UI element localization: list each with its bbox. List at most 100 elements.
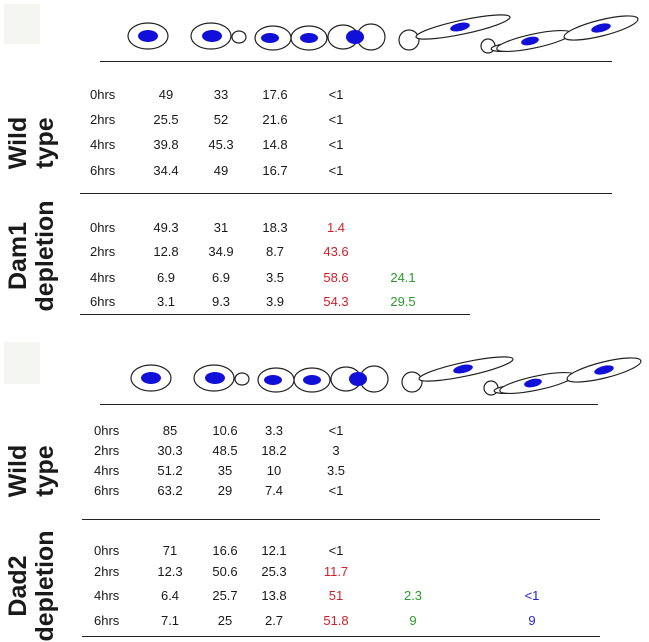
percent-cell: 3.5 (326, 463, 346, 478)
time-label: 4hrs (94, 588, 120, 603)
percent-cell: 12.3 (157, 564, 183, 579)
panel-corner-shade (4, 342, 40, 384)
group-label-line2: type (31, 117, 59, 169)
percent-cell: 48.5 (212, 443, 238, 458)
percent-cell: 3.1 (156, 294, 176, 309)
cell-cycle-diagram (130, 356, 642, 396)
group-label-line2: depletion (31, 530, 59, 642)
nucleus (453, 364, 473, 374)
percent-cell: 18.3 (262, 220, 288, 235)
time-label: 6hrs (94, 613, 120, 628)
percent-cell: 21.6 (262, 112, 288, 127)
percent-cell: <1 (328, 87, 344, 102)
group-divider (82, 519, 600, 520)
group-divider (80, 314, 470, 315)
group-label-line2: depletion (31, 200, 59, 312)
percent-cell: 3 (332, 443, 340, 458)
percent-cell: <1 (328, 163, 344, 178)
nucleus (138, 30, 158, 42)
percent-cell: <1 (328, 483, 344, 498)
nucleus (141, 372, 161, 384)
time-label: 0hrs (90, 220, 116, 235)
cell-small (401, 371, 423, 393)
time-label: 0hrs (94, 543, 120, 558)
percent-cell: 30.3 (157, 443, 183, 458)
percent-cell: 16.7 (262, 163, 288, 178)
time-label: 4hrs (90, 270, 116, 285)
group-label-line1: Wild (4, 444, 32, 498)
percent-cell: 16.6 (212, 543, 238, 558)
percent-cell: 51.2 (157, 463, 183, 478)
percent-cell: 25.5 (153, 112, 179, 127)
percent-cell: 8.7 (265, 244, 285, 259)
percent-cell: 3.9 (265, 294, 285, 309)
panel-corner-shade (4, 4, 40, 44)
percent-cell: 25 (217, 613, 233, 628)
percent-cell: <1 (328, 112, 344, 127)
nucleus (261, 33, 279, 43)
percent-cell: <1 (524, 588, 540, 603)
nucleus (303, 375, 321, 385)
group-label: Wild type (4, 116, 59, 170)
percent-cell: <1 (328, 423, 344, 438)
percent-cell: 25.3 (261, 564, 287, 579)
percent-cell: 43.6 (323, 244, 349, 259)
bud (234, 372, 250, 386)
time-label: 6hrs (90, 163, 116, 178)
percent-cell: 10 (266, 463, 282, 478)
bud (231, 30, 247, 44)
time-label: 4hrs (90, 137, 116, 152)
nucleus (349, 372, 367, 386)
percent-cell: 6.9 (156, 270, 176, 285)
percent-cell: 9.3 (211, 294, 231, 309)
nucleus (521, 36, 539, 46)
group-divider (80, 193, 612, 194)
cell-cycle-diagram (127, 14, 639, 54)
cell-small (398, 29, 420, 51)
percent-cell: 50.6 (212, 564, 238, 579)
group-divider (82, 636, 600, 637)
group-label: Dad2 depletion (4, 530, 59, 642)
percent-cell: 12.1 (261, 543, 287, 558)
percent-cell: 33 (213, 87, 229, 102)
percent-cell: 39.8 (153, 137, 179, 152)
percent-cell: 12.8 (153, 244, 179, 259)
percent-cell: 10.6 (212, 423, 238, 438)
panel-divider (100, 61, 612, 62)
percent-cell: 45.3 (208, 137, 234, 152)
percent-cell: 11.7 (323, 564, 349, 579)
percent-cell: 7.4 (264, 483, 284, 498)
percent-cell: 49.3 (153, 220, 179, 235)
time-label: 2hrs (90, 112, 116, 127)
percent-cell: 49 (213, 163, 229, 178)
group-label: Dam1 depletion (4, 200, 59, 312)
group-label: Wild type (4, 444, 59, 498)
nucleus (346, 30, 364, 44)
percent-cell: 9 (528, 613, 536, 628)
time-label: 6hrs (94, 483, 120, 498)
percent-cell: 34.4 (153, 163, 179, 178)
percent-cell: 24.1 (390, 270, 416, 285)
percent-cell: 14.8 (262, 137, 288, 152)
percent-cell: 35 (217, 463, 233, 478)
group-label-line1: Wild (4, 116, 32, 170)
percent-cell: 13.8 (261, 588, 287, 603)
percent-cell: <1 (328, 137, 344, 152)
percent-cell: 1.4 (326, 220, 346, 235)
time-label: 2hrs (94, 564, 120, 579)
percent-cell: 58.6 (323, 270, 349, 285)
group-label-line1: Dam1 (4, 221, 32, 291)
percent-cell: 9 (409, 613, 417, 628)
percent-cell: 29 (217, 483, 233, 498)
nucleus (524, 378, 542, 388)
percent-cell: 3.5 (265, 270, 285, 285)
time-label: 0hrs (90, 87, 116, 102)
nucleus (202, 30, 222, 42)
percent-cell: 51.8 (323, 613, 349, 628)
nucleus (205, 372, 225, 384)
percent-cell: 29.5 (390, 294, 416, 309)
percent-cell: 63.2 (157, 483, 183, 498)
percent-cell: 54.3 (323, 294, 349, 309)
nucleus (450, 22, 470, 32)
nucleus (594, 365, 614, 375)
